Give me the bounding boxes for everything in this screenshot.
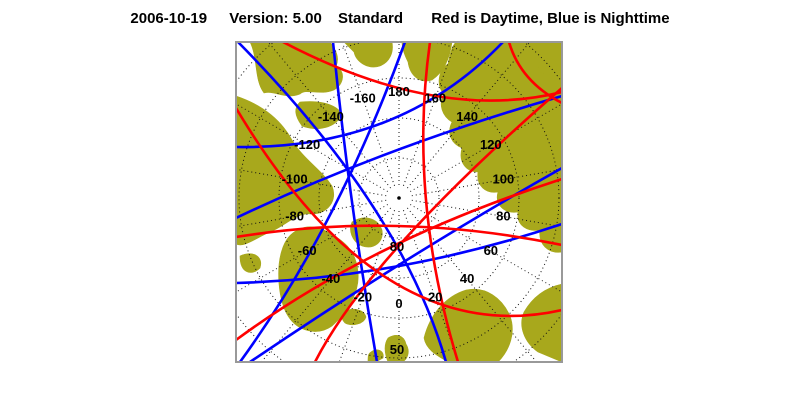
latitude-label: 80 — [390, 239, 404, 254]
land-mass — [295, 101, 343, 129]
north-pole-mark — [397, 196, 401, 200]
nighttime-track — [236, 42, 448, 362]
land-mass — [343, 42, 393, 68]
daytime-tracks — [236, 42, 562, 362]
longitude-label: 160 — [424, 90, 446, 105]
map-frame — [235, 41, 563, 363]
longitude-label: 40 — [460, 271, 474, 286]
longitude-label: 80 — [496, 208, 510, 223]
longitude-label: -40 — [321, 271, 340, 286]
longitude-label: 100 — [493, 172, 515, 187]
longitude-label: 180 — [388, 84, 410, 99]
longitude-label: -120 — [294, 137, 320, 152]
map-area: -160 -140 -120 -100 -80 -60 -40 -20 0 20 40 60 80 100… — [236, 42, 562, 362]
longitude-labels: -160 -140 -120 -100 -80 -60 -40 -20 0 20 40 60 80 100… — [282, 84, 515, 311]
title-color-legend: Red is Daytime, Blue is Nighttime — [431, 10, 670, 27]
longitude-label: -160 — [350, 90, 376, 105]
daytime-track — [236, 106, 562, 318]
longitude-label: 20 — [428, 290, 442, 305]
land-masses — [236, 42, 562, 362]
nighttime-track — [248, 166, 562, 362]
longitude-label: -100 — [282, 172, 308, 187]
title-date: 2006-10-19 — [130, 10, 208, 27]
longitude-label: 140 — [456, 109, 478, 124]
longitude-label: -60 — [298, 243, 317, 258]
nighttime-track — [236, 42, 505, 149]
daytime-track — [236, 177, 562, 342]
longitude-label: 120 — [480, 137, 502, 152]
longitude-label: -140 — [318, 109, 344, 124]
daytime-track — [421, 42, 460, 362]
land-mass — [438, 42, 562, 253]
latitude-labels: 80 50 — [390, 239, 404, 357]
daytime-track — [281, 42, 562, 102]
latitude-circle — [318, 117, 480, 279]
land-mass — [239, 253, 262, 273]
title-version: Version: 5.00 — [229, 10, 322, 27]
figure-title: 2006-10-19 Version: 5.00 Standard Red is… — [0, 10, 800, 27]
land-mass — [521, 283, 562, 362]
latitude-circle — [238, 42, 560, 359]
land-mass — [249, 42, 343, 97]
nighttime-track — [331, 42, 379, 362]
daytime-track — [236, 224, 562, 247]
longitude-label: -80 — [285, 208, 304, 223]
longitude-label: 60 — [484, 243, 498, 258]
land-mass — [384, 335, 409, 362]
daytime-track — [507, 42, 562, 105]
latitude-label: 50 — [390, 342, 404, 357]
land-mass — [537, 58, 559, 75]
nighttime-tracks — [236, 42, 562, 362]
latitude-circle — [358, 157, 440, 239]
longitude-label: 0 — [395, 296, 402, 311]
title-mode: Standard — [338, 10, 404, 27]
nighttime-track — [238, 42, 407, 362]
nighttime-track — [236, 94, 562, 220]
longitude-label: -20 — [353, 290, 372, 305]
